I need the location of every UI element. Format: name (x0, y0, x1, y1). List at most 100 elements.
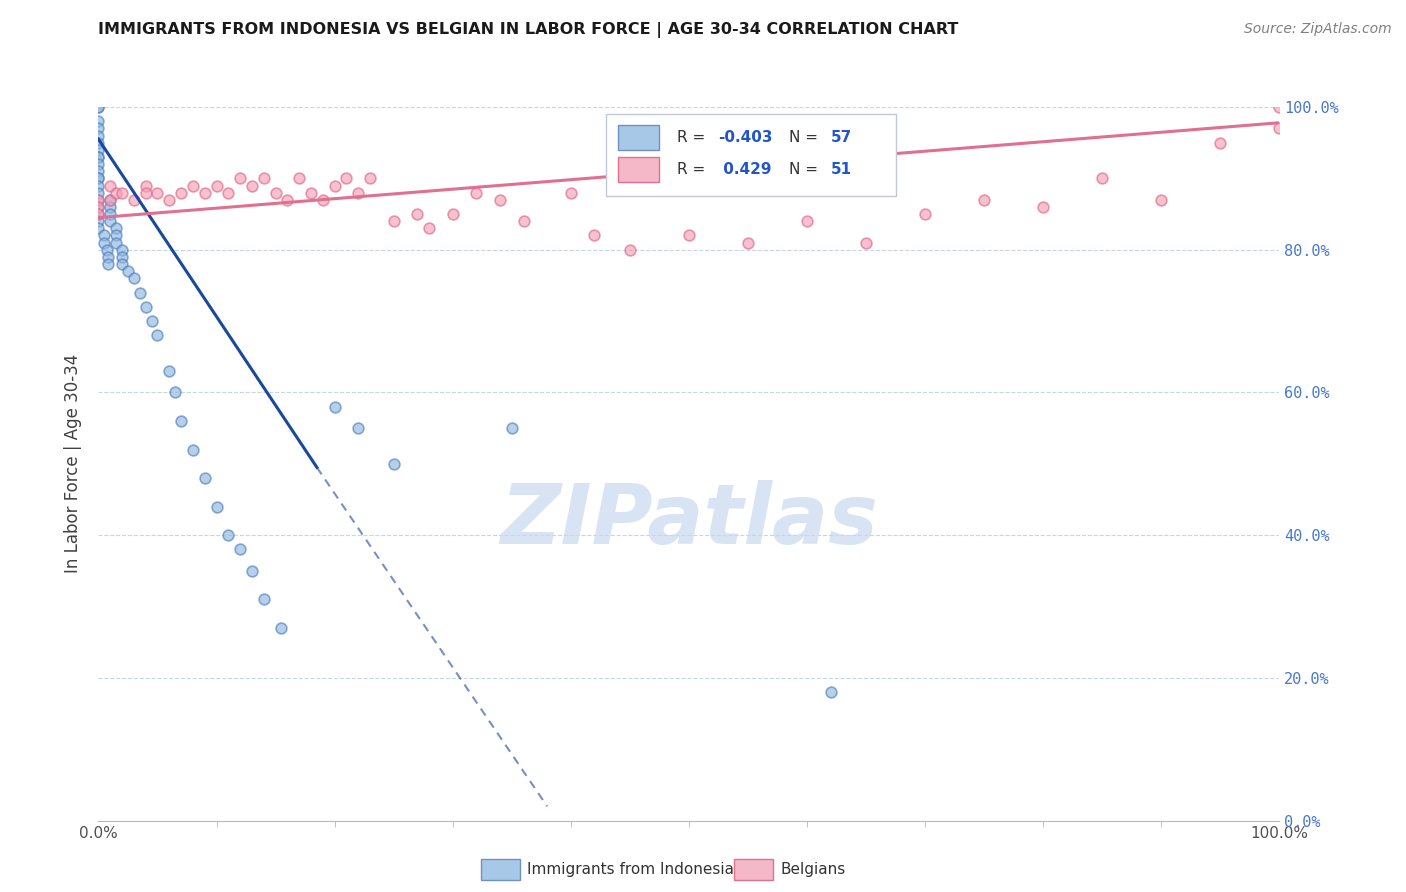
Point (97, 257, 120, 271)
Text: R =: R = (678, 130, 710, 145)
Point (98, 193, 121, 207)
Point (105, 186, 128, 200)
Point (105, 235, 128, 250)
Point (181, 442, 204, 457)
Point (87, 221, 110, 235)
Point (1268, 121, 1291, 136)
Point (141, 314, 163, 328)
Point (217, 186, 239, 200)
Point (87, 164, 110, 178)
Point (914, 207, 936, 221)
Point (135, 300, 157, 314)
Point (87, 200, 110, 214)
Point (98, 178, 121, 193)
Text: Source: ZipAtlas.com: Source: ZipAtlas.com (1244, 22, 1392, 37)
Point (253, 171, 276, 186)
Point (1091, 171, 1114, 186)
Point (205, 500, 228, 514)
Text: N =: N = (789, 130, 823, 145)
Point (122, 271, 145, 285)
Point (97, 250, 120, 264)
Point (87, 121, 110, 136)
Point (111, 257, 134, 271)
Point (87, 207, 110, 221)
Point (87, 150, 110, 164)
Point (347, 186, 370, 200)
Point (87, 100, 110, 114)
Point (128, 285, 150, 300)
Point (87, 157, 110, 171)
Point (323, 400, 346, 414)
Point (96, 243, 118, 257)
Point (288, 171, 311, 186)
Point (135, 186, 157, 200)
Point (418, 221, 440, 235)
Point (406, 207, 429, 221)
Point (98, 193, 121, 207)
Point (87, 200, 110, 214)
Point (194, 186, 217, 200)
Point (323, 178, 346, 193)
Point (359, 171, 381, 186)
Point (1032, 200, 1054, 214)
Point (87, 178, 110, 193)
Point (264, 186, 287, 200)
Point (111, 186, 134, 200)
Point (253, 592, 276, 607)
Point (87, 100, 110, 114)
Text: Belgians: Belgians (780, 863, 845, 877)
Point (820, 685, 842, 699)
Point (560, 186, 582, 200)
Point (135, 178, 157, 193)
Point (583, 228, 606, 243)
Text: 57: 57 (831, 130, 852, 145)
Point (87, 114, 110, 128)
Point (165, 385, 187, 400)
Point (619, 243, 641, 257)
Point (87, 171, 110, 186)
Text: 0.429: 0.429 (718, 162, 772, 178)
Point (240, 564, 263, 578)
Text: -0.403: -0.403 (718, 130, 773, 145)
Point (229, 542, 252, 557)
Point (229, 171, 252, 186)
Point (973, 193, 995, 207)
Point (217, 528, 239, 542)
Bar (619, 125, 659, 150)
Point (270, 621, 292, 635)
Y-axis label: In Labor Force | Age 30-34: In Labor Force | Age 30-34 (65, 354, 83, 574)
Point (181, 178, 204, 193)
Bar (619, 157, 659, 182)
Point (1150, 193, 1173, 207)
Point (194, 471, 217, 485)
Point (737, 235, 759, 250)
Point (111, 243, 134, 257)
Point (347, 421, 370, 435)
Point (87, 193, 110, 207)
Point (87, 207, 110, 221)
Point (855, 235, 877, 250)
Point (240, 178, 263, 193)
FancyBboxPatch shape (606, 114, 896, 196)
Point (678, 228, 700, 243)
Point (93, 228, 115, 243)
Point (382, 214, 405, 228)
Point (170, 414, 193, 428)
Point (157, 364, 180, 378)
Point (335, 171, 357, 186)
Point (489, 193, 512, 207)
Point (312, 193, 335, 207)
Point (122, 193, 145, 207)
Point (157, 193, 180, 207)
Point (98, 200, 121, 214)
Text: N =: N = (789, 162, 823, 178)
Point (98, 214, 121, 228)
Point (87, 150, 110, 164)
Point (382, 457, 405, 471)
Point (796, 214, 818, 228)
Point (105, 228, 128, 243)
Point (87, 171, 110, 186)
Point (1268, 100, 1291, 114)
Point (117, 264, 139, 278)
Point (98, 207, 121, 221)
